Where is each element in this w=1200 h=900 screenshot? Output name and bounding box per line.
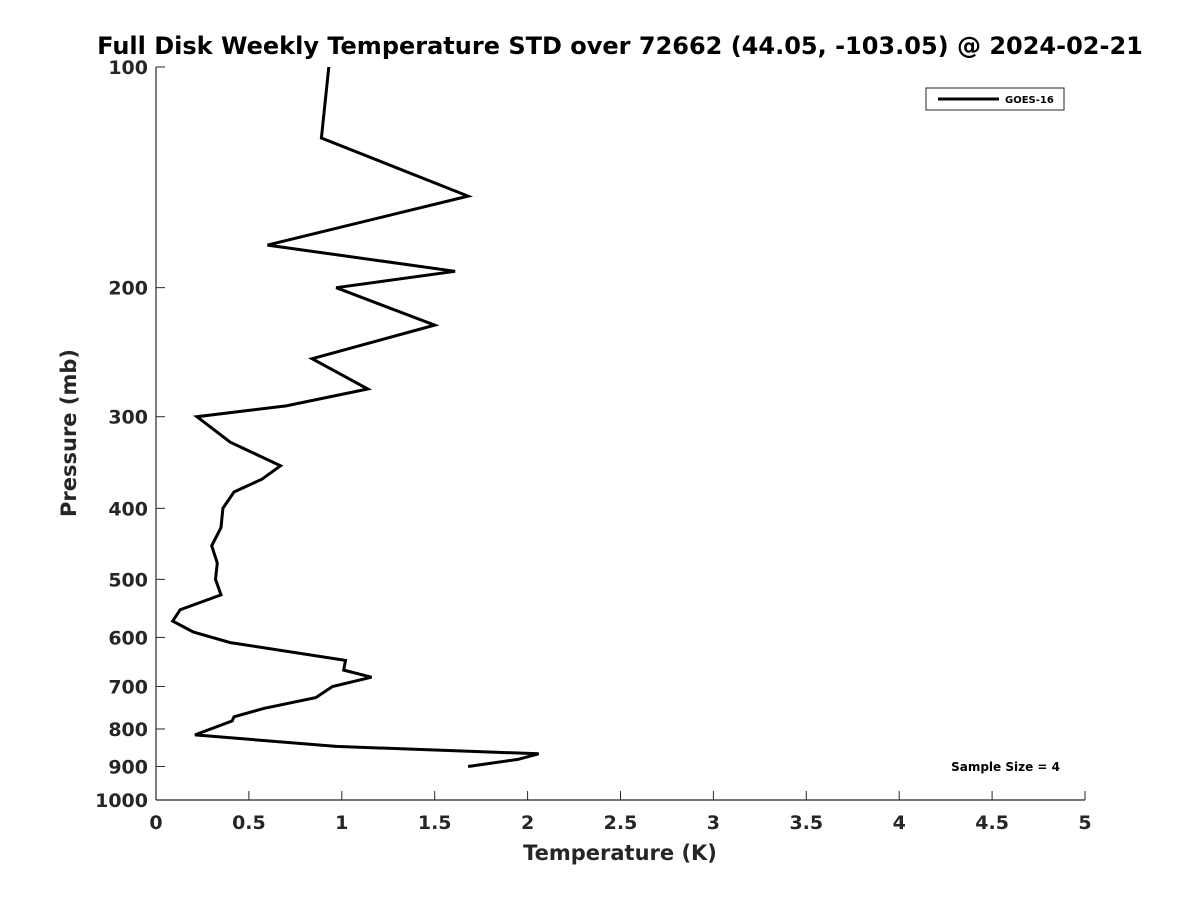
x-tick-label: 2.5 <box>604 812 638 834</box>
x-tick-label: 2 <box>521 812 534 834</box>
y-ticks: 100 200 300 400 500 600 700 800 900 1000 <box>95 57 165 812</box>
x-ticks: 0 0.5 1 1.5 2 2.5 3 3.5 4 4.5 5 <box>149 791 1092 834</box>
y-tick-label: 300 <box>108 407 148 429</box>
sample-size-annotation: Sample Size = 4 <box>951 760 1060 774</box>
series-line-goes-16 <box>170 66 540 768</box>
y-axis-label: Pressure (mb) <box>57 349 81 517</box>
y-tick-label: 600 <box>108 627 148 649</box>
y-tick-label: 200 <box>108 278 148 300</box>
y-tick-label: 100 <box>108 57 148 79</box>
x-tick-label: 4.5 <box>975 812 1009 834</box>
y-tick-label: 1000 <box>95 790 148 812</box>
x-tick-label: 3.5 <box>789 812 823 834</box>
y-tick-label: 800 <box>108 719 148 741</box>
y-tick-label: 500 <box>108 569 148 591</box>
y-tick-label: 900 <box>108 756 148 778</box>
x-tick-label: 1 <box>335 812 348 834</box>
chart-title: Full Disk Weekly Temperature STD over 72… <box>97 32 1143 60</box>
x-tick-label: 3 <box>707 812 720 834</box>
x-tick-label: 0 <box>149 812 162 834</box>
y-tick-label: 700 <box>108 676 148 698</box>
y-tick-label: 400 <box>108 498 148 520</box>
series-lines <box>170 66 540 768</box>
axes <box>155 67 1085 801</box>
legend-label: GOES-16 <box>1005 95 1054 106</box>
x-tick-label: 0.5 <box>232 812 266 834</box>
x-axis-label: Temperature (K) <box>523 841 717 865</box>
x-tick-label: 5 <box>1078 812 1091 834</box>
x-tick-label: 1.5 <box>418 812 452 834</box>
x-tick-label: 4 <box>893 812 906 834</box>
legend: GOES-16 <box>925 87 1065 111</box>
